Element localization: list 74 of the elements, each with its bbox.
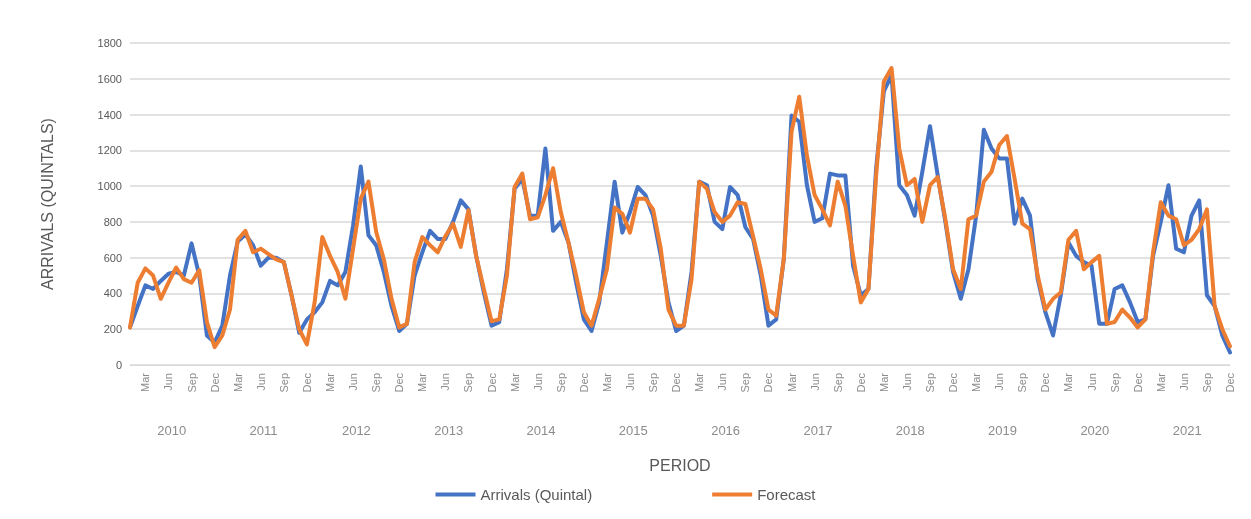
x-tick-label: Mar: [416, 372, 429, 392]
x-tick-label: Mar: [877, 372, 890, 392]
y-tick-label: 800: [103, 215, 122, 228]
text: 2013: [434, 423, 464, 438]
text: 2019: [988, 423, 1017, 438]
x-tick-label: Dec: [485, 372, 498, 393]
x-tick-label: Jun: [716, 373, 729, 391]
x-tick-label: Dec: [670, 372, 683, 393]
y-tick-label: 1600: [97, 72, 122, 85]
x-tick-label: Mar: [508, 372, 521, 392]
y-tick-label: 1800: [97, 37, 122, 49]
legend-label: Forecast: [757, 486, 817, 503]
text: 2011: [249, 423, 278, 438]
x-tick-label: Jun: [624, 373, 636, 391]
text: 2016: [711, 423, 741, 438]
y-tick-label: 200: [103, 323, 122, 336]
x-tick-label: Sep: [462, 373, 475, 393]
text: 2010: [157, 423, 187, 438]
x-tick-label: Sep: [185, 373, 198, 393]
x-tick-label: Dec: [762, 372, 775, 393]
x-tick-label: Sep: [1016, 373, 1029, 393]
y-tick-label: 1000: [97, 180, 122, 193]
y-tick-label: 0: [115, 359, 122, 371]
text: 2014: [526, 423, 556, 438]
text: 2021: [1172, 423, 1202, 438]
x-tick-label: Jun: [1085, 373, 1098, 391]
x-tick-label: Jun: [347, 373, 360, 391]
x-tick-label: Mar: [1154, 372, 1167, 392]
text: 2012: [341, 423, 371, 438]
x-tick-label: Mar: [970, 372, 983, 392]
x-tick-label: Dec: [300, 372, 313, 393]
x-tick-label: Dec: [947, 372, 960, 393]
x-tick-label: Jun: [993, 373, 1006, 391]
x-tick-label: Dec: [208, 372, 221, 393]
x-tick-label: Jun: [439, 373, 452, 391]
x-tick-label: Dec: [577, 372, 590, 393]
x-tick-label: Sep: [831, 373, 844, 393]
x-tick-label: Mar: [785, 372, 798, 392]
x-tick-label: Dec: [1131, 372, 1144, 393]
x-tick-label: Sep: [647, 373, 660, 393]
y-tick-label: 1200: [97, 144, 122, 157]
x-tick-label: Mar: [600, 372, 613, 392]
text: 2015: [618, 423, 648, 438]
text: 2017: [803, 423, 833, 438]
legend-label: Arrivals (Quintal): [480, 486, 593, 503]
x-tick-label: Sep: [1200, 373, 1213, 393]
x-tick-label: Sep: [554, 373, 567, 393]
x-tick-label: Sep: [924, 373, 936, 393]
y-tick-label: 1400: [97, 108, 122, 121]
x-tick-label: Jun: [900, 373, 913, 391]
x-tick-label: Jun: [531, 373, 544, 391]
x-tick-label: Sep: [739, 373, 752, 393]
x-tick-label: Mar: [324, 372, 336, 392]
x-tick-label: Jun: [1177, 373, 1190, 391]
x-tick-label: Mar: [1062, 372, 1075, 392]
x-tick-label: Dec: [1224, 372, 1236, 393]
x-axis-title: PERIOD: [649, 456, 711, 474]
text: 2020: [1080, 423, 1110, 438]
x-tick-label: Dec: [1039, 372, 1052, 393]
y-tick-label: 400: [103, 287, 122, 300]
x-tick-label: Dec: [854, 372, 867, 393]
x-tick-label: Mar: [231, 372, 244, 392]
x-tick-label: Jun: [808, 373, 821, 391]
y-axis-title: ARRIVALS (QUINTALS): [38, 118, 56, 290]
x-tick-label: Sep: [277, 373, 290, 393]
text: 2018: [895, 423, 925, 438]
x-tick-label: Dec: [393, 372, 406, 393]
x-tick-label: Mar: [693, 372, 706, 392]
x-tick-label: Mar: [139, 372, 152, 392]
x-tick-label: Sep: [1108, 373, 1121, 393]
x-tick-label: Jun: [254, 373, 267, 391]
x-tick-label: Sep: [370, 373, 383, 393]
y-tick-label: 600: [103, 251, 122, 264]
x-tick-label: Jun: [162, 373, 175, 391]
